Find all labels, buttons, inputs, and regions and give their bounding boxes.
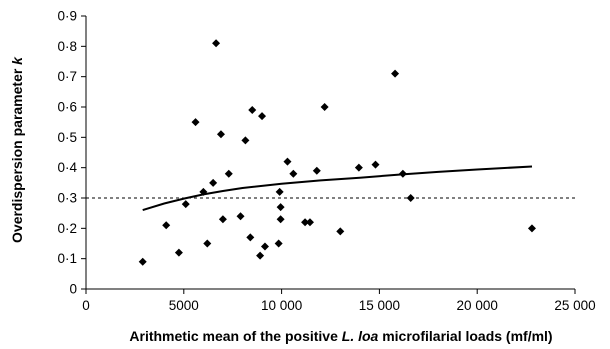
data-point [275,187,284,196]
plot-area: 0 0·1 0·2 0·3 0·4 0·5 0·6 0·7 0·8 0·9 0 5000 10 000 1… [57,9,595,314]
y-tick-label: 0·6 [57,100,77,115]
data-point [138,257,147,266]
y-tick-label: 0·4 [57,160,77,175]
data-point [236,212,245,221]
data-point [260,242,269,251]
x-tick-label: 0 [82,298,90,313]
data-point [191,118,200,127]
trend-line [142,165,533,212]
data-point [276,215,285,224]
x-tick-label: 15 000 [359,298,400,313]
y-axis-title: Overdispersion parameter k [9,56,25,243]
data-point [174,248,183,257]
y-axis-title-italic: k [9,56,25,65]
data-point [276,203,285,212]
y-tick-label: 0·9 [57,9,77,24]
data-point [274,239,283,248]
data-point [209,178,218,187]
y-tick-label: 0·5 [57,130,77,145]
data-point [398,169,407,178]
y-tick-label: 0 [69,282,77,297]
y-tick-label: 0·8 [57,39,77,54]
y-axis-title-prefix: Overdispersion parameter [9,65,25,243]
data-point [301,218,310,227]
y-tick-label: 0·7 [57,69,77,84]
data-point [258,112,267,121]
x-axis-title-prefix: Arithmetic mean of the positive [129,328,341,344]
data-point [312,166,321,175]
y-tick-label: 0·2 [57,221,77,236]
data-point [283,157,292,166]
data-point [162,221,171,230]
x-tick-label: 5000 [169,298,199,313]
data-point [354,163,363,172]
data-point [199,187,208,196]
x-tick-label: 10 000 [261,298,302,313]
data-point [216,130,225,139]
data-point [406,194,415,202]
y-tick-label: 0·1 [57,251,77,266]
data-point [391,69,400,78]
data-point [218,215,227,224]
x-axis-title-italic: L. loa [342,328,379,344]
data-point [181,200,190,209]
data-point [212,39,221,48]
y-tick-label: 0·3 [57,191,77,206]
data-point [241,136,250,145]
x-tick-label: 25 000 [554,298,595,313]
data-point [305,218,314,227]
data-point [336,227,345,236]
data-point [371,160,380,169]
data-point [203,239,212,248]
data-point [224,169,233,178]
data-point [248,106,257,115]
x-axis-title: Arithmetic mean of the positive L. loa m… [129,328,552,344]
data-point [246,233,255,242]
x-tick-label: 20 000 [457,298,498,313]
data-point [256,251,265,260]
x-axis-title-suffix: microfilarial loads (mf/ml) [378,328,552,344]
data-point [320,103,329,111]
data-point [289,169,298,178]
data-point [527,224,536,233]
